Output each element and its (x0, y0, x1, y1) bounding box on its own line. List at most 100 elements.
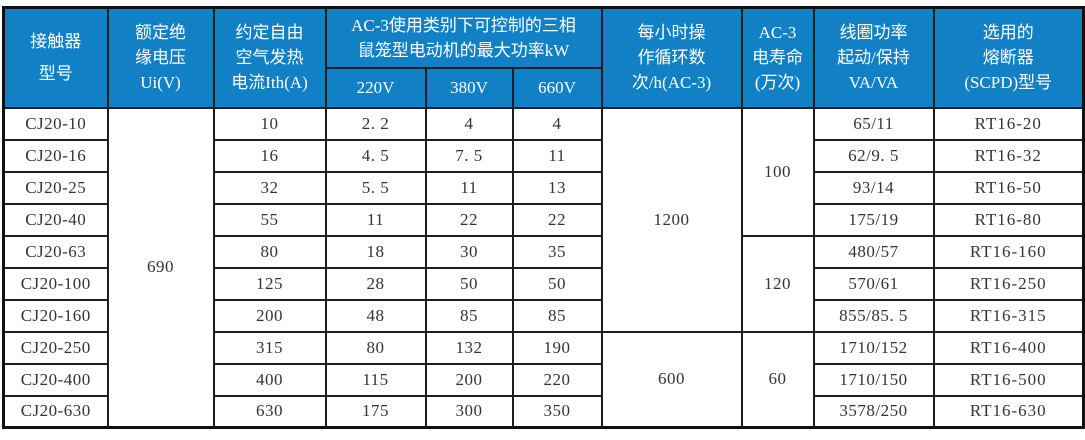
cell-p220: 28 (324, 266, 427, 301)
header-cycles-per-hour: 每小时操 作循环数 次/h(AC-3) (600, 6, 743, 109)
cell-fuse: RT16-630 (932, 394, 1085, 429)
cell-fuse: RT16-50 (932, 170, 1085, 205)
cell-p380: 11 (424, 170, 514, 205)
cell-life-100: 100 (740, 106, 815, 237)
cell-model: CJ20-25 (2, 170, 109, 205)
cell-p220: 11 (324, 202, 427, 237)
header-line: 额定绝 (135, 23, 186, 43)
header-line: 接触器 (30, 31, 82, 51)
cell-p380: 200 (424, 362, 514, 397)
cell-ith: 16 (212, 138, 327, 173)
cell-p220: 80 (324, 330, 427, 365)
cell-p380: 30 (424, 234, 514, 269)
cell-cycles-600: 600 (600, 330, 743, 429)
header-380v: 380V (424, 66, 514, 109)
cell-fuse: RT16-400 (932, 330, 1085, 365)
cell-p660: 350 (511, 394, 603, 429)
contactor-spec-table-wrap: 接触器 型号 额定绝 缘电压 Ui(V) 约定自由 空气发热 电流Ith(A) … (2, 6, 1085, 429)
cell-coil: 175/19 (812, 202, 935, 237)
header-line: 熔断器 (982, 48, 1034, 68)
table-body: CJ20-10 690 10 2. 2 4 4 1200 100 65/11 R… (2, 106, 1085, 429)
table-header: 接触器 型号 额定绝 缘电压 Ui(V) 约定自由 空气发热 电流Ith(A) … (2, 6, 1085, 109)
header-line: (SCPD)型号 (964, 73, 1053, 93)
cell-ith: 10 (212, 106, 327, 141)
cell-ith: 400 (212, 362, 327, 397)
header-line: 型号 (38, 63, 73, 83)
cell-p220: 18 (324, 234, 427, 269)
table-row: CJ20-16 16 4. 5 7. 5 11 62/9. 5 RT16-32 (2, 138, 1085, 173)
header-line: 电流Ith(A) (231, 73, 308, 93)
table-row: CJ20-630 630 175 300 350 3578/250 RT16-6… (2, 394, 1085, 429)
cell-p660: 22 (511, 202, 603, 237)
cell-p660: 11 (511, 138, 603, 173)
cell-p220: 5. 5 (324, 170, 427, 205)
cell-fuse: RT16-32 (932, 138, 1085, 173)
cell-p380: 4 (424, 106, 514, 141)
table-row: CJ20-10 690 10 2. 2 4 4 1200 100 65/11 R… (2, 106, 1085, 429)
cell-p660: 85 (511, 298, 603, 333)
cell-fuse: RT16-250 (932, 266, 1085, 301)
cell-ui-voltage: 690 (106, 106, 215, 429)
cell-model: CJ20-160 (2, 298, 109, 333)
header-220v: 220V (324, 66, 427, 109)
cell-coil: 855/85. 5 (812, 298, 935, 333)
cell-model: CJ20-10 (2, 106, 109, 141)
cell-ith: 32 (212, 170, 327, 205)
table-row: CJ20-40 55 11 22 22 175/19 RT16-80 (2, 202, 1085, 237)
cell-p380: 300 (424, 394, 514, 429)
cell-model: CJ20-63 (2, 234, 109, 269)
header-insulation-voltage: 额定绝 缘电压 Ui(V) (106, 6, 215, 109)
cell-p660: 190 (511, 330, 603, 365)
cell-ith: 80 (212, 234, 327, 269)
table-row: CJ20-160 200 48 85 85 855/85. 5 RT16-315 (2, 298, 1085, 333)
header-thermal-current: 约定自由 空气发热 电流Ith(A) (212, 6, 327, 109)
cell-life-60: 60 (740, 330, 815, 429)
cell-model: CJ20-100 (2, 266, 109, 301)
header-line: 缘电压 (135, 48, 186, 68)
header-line: 约定自由 (235, 23, 304, 43)
header-contactor-model: 接触器 型号 (2, 6, 109, 109)
cell-ith: 55 (212, 202, 327, 237)
cell-fuse: RT16-20 (932, 106, 1085, 141)
cell-p220: 115 (324, 362, 427, 397)
cell-p660: 50 (511, 266, 603, 301)
header-line: 鼠笼型电动机的最大功率kW (357, 40, 570, 60)
header-line: 线圈功率 (839, 23, 908, 43)
table-row: CJ20-63 80 18 30 35 120 480/57 RT16-160 (2, 234, 1085, 333)
header-line: 每小时操 (637, 23, 706, 43)
cell-coil: 1710/150 (812, 362, 935, 397)
header-line: 次/h(AC-3) (631, 73, 712, 93)
header-electrical-life: AC-3 电寿命 (万次) (740, 6, 815, 109)
header-line: 选用的 (982, 23, 1034, 43)
cell-p660: 35 (511, 234, 603, 269)
header-line: AC-3使用类别下可控制的三相 (351, 15, 576, 35)
header-line: 作循环数 (637, 48, 706, 68)
cell-p380: 132 (424, 330, 514, 365)
header-coil-power: 线圈功率 起动/保持 VA/VA (812, 6, 935, 109)
header-line: AC-3 (758, 23, 797, 43)
cell-p660: 4 (511, 106, 603, 141)
cell-coil: 3578/250 (812, 394, 935, 429)
cell-model: CJ20-16 (2, 138, 109, 173)
header-line: 空气发热 (235, 48, 304, 68)
cell-fuse: RT16-500 (932, 362, 1085, 397)
table-row: CJ20-250 315 80 132 190 600 60 1710/152 … (2, 330, 1085, 429)
cell-coil: 62/9. 5 (812, 138, 935, 173)
table-row: CJ20-25 32 5. 5 11 13 93/14 RT16-50 (2, 170, 1085, 205)
cell-p660: 13 (511, 170, 603, 205)
header-power-group: AC-3使用类别下可控制的三相 鼠笼型电动机的最大功率kW (324, 6, 603, 69)
cell-coil: 1710/152 (812, 330, 935, 365)
cell-ith: 630 (212, 394, 327, 429)
cell-coil: 480/57 (812, 234, 935, 269)
table-row: CJ20-100 125 28 50 50 570/61 RT16-250 (2, 266, 1085, 301)
cell-p220: 4. 5 (324, 138, 427, 173)
cell-p220: 2. 2 (324, 106, 427, 141)
header-line: 起动/保持 (837, 48, 910, 68)
table-row: CJ20-400 400 115 200 220 1710/150 RT16-5… (2, 362, 1085, 397)
cell-model: CJ20-400 (2, 362, 109, 397)
cell-model: CJ20-40 (2, 202, 109, 237)
cell-coil: 570/61 (812, 266, 935, 301)
cell-ith: 200 (212, 298, 327, 333)
cell-model: CJ20-250 (2, 330, 109, 365)
header-fuse-type: 选用的 熔断器 (SCPD)型号 (932, 6, 1085, 109)
